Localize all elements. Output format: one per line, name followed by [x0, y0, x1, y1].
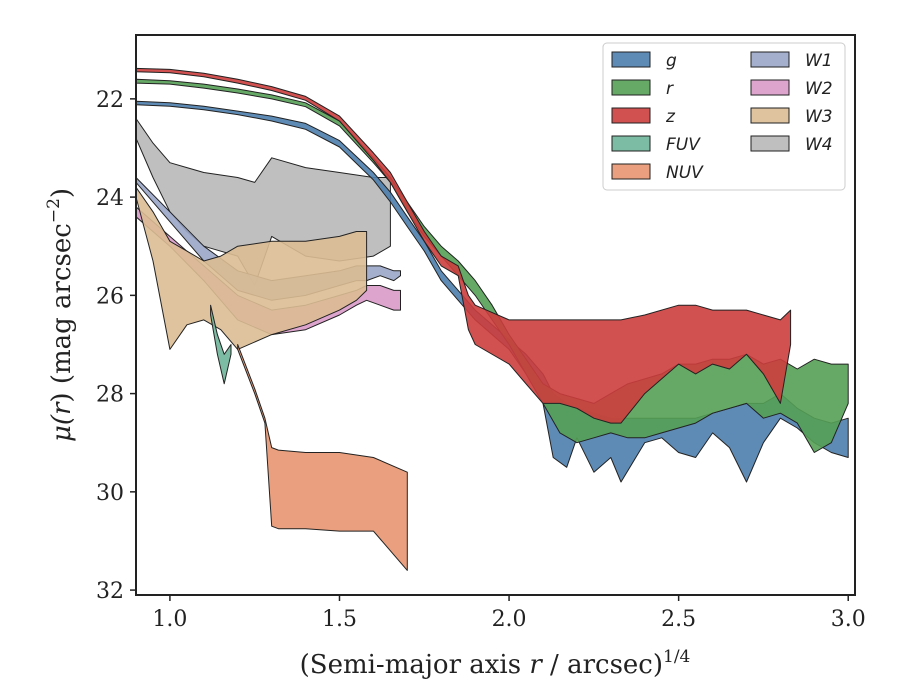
- legend-swatch-FUV: [611, 135, 651, 152]
- y-tick-label: 32: [96, 579, 124, 604]
- series-band-NUV: [237, 344, 408, 571]
- legend-swatch-g: [611, 51, 651, 68]
- series-band-W3: [136, 186, 368, 350]
- y-tick-label: 30: [96, 481, 124, 506]
- x-tick-label: 1.5: [322, 607, 357, 632]
- legend-label-r: r: [666, 79, 674, 99]
- legend-label-FUV: FUV: [666, 135, 701, 155]
- plot-frame: [135, 34, 856, 596]
- x-tick-label: 2.0: [492, 607, 527, 632]
- legend-swatch-W1: [750, 51, 790, 68]
- x-tick-label: 1.0: [152, 607, 187, 632]
- x-tick-label: 2.5: [661, 607, 696, 632]
- series-band-FUV: [210, 304, 232, 385]
- legend-label-g: g: [666, 51, 677, 71]
- legend-swatch-z: [611, 107, 651, 124]
- x-tick-label: 3.0: [831, 607, 866, 632]
- legend-label-W3: W3: [805, 107, 833, 127]
- legend-label-W1: W1: [805, 51, 833, 71]
- y-tick-label: 22: [96, 88, 124, 113]
- legend-swatch-NUV: [611, 163, 651, 180]
- legend: grz FUV NUV W1 W2 W3 W4: [602, 42, 846, 191]
- legend-swatch-W3: [750, 107, 790, 124]
- y-axis: 22 24 26 28 30 32: [96, 88, 136, 604]
- y-tick-label: 26: [96, 284, 124, 309]
- legend-swatch-W2: [750, 79, 790, 96]
- legend-label-z: z: [665, 107, 676, 127]
- legend-label-W4: W4: [805, 135, 833, 155]
- x-axis-label: (Semi-major axis r / arcsec)1/4: [300, 647, 691, 680]
- legend-swatch-W4: [750, 135, 790, 152]
- y-tick-label: 28: [96, 383, 124, 408]
- series-layer: [136, 67, 849, 571]
- y-tick-label: 24: [96, 186, 124, 211]
- legend-label-NUV: NUV: [666, 163, 704, 183]
- legend-label-W2: W2: [805, 79, 833, 99]
- series-band-z: [136, 67, 792, 424]
- y-axis-label: μ(r) (mag arcsec−2): [44, 188, 77, 442]
- legend-swatch-r: [611, 79, 651, 96]
- x-axis: 1.0 1.5 2.0 2.5 3.0: [152, 595, 866, 632]
